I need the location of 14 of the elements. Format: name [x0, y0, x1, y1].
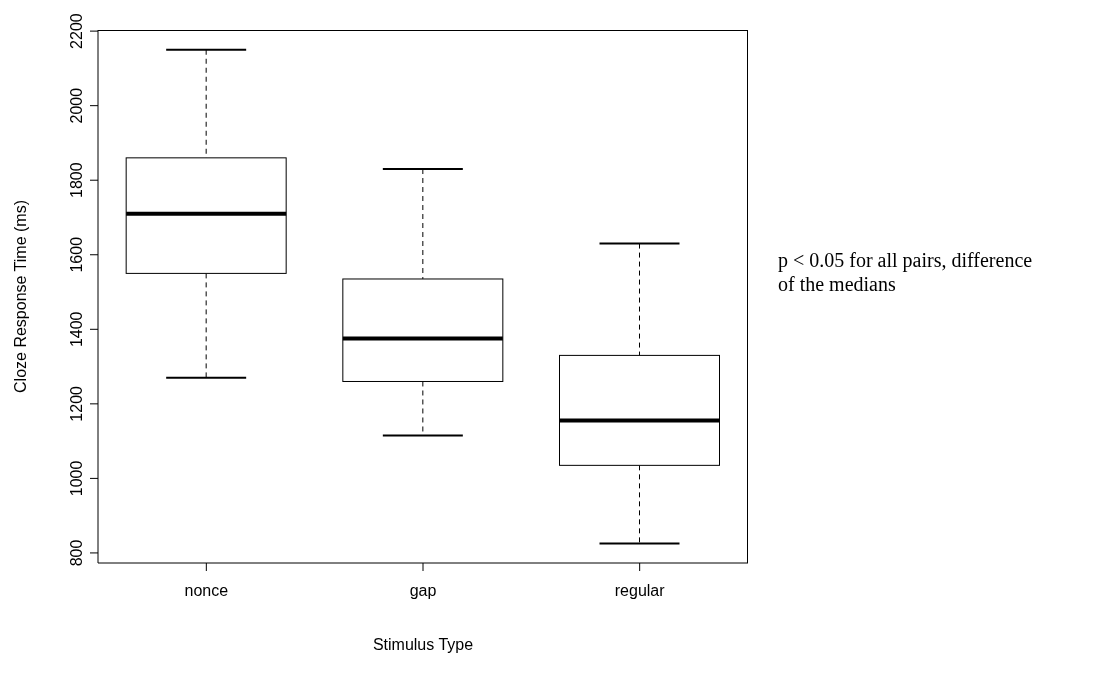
y-tick-label: 1200	[68, 385, 85, 422]
y-tick-label: 1400	[68, 311, 85, 348]
y-tick-label: 1000	[68, 460, 85, 497]
text: p < 0.05 for all pairs, difference of the medians	[778, 248, 1034, 296]
x-tick-label: nonce	[184, 582, 229, 600]
x-tick-label: regular	[614, 582, 666, 600]
y-tick-label: 2000	[68, 87, 85, 124]
y-tick-label: 1800	[68, 162, 85, 199]
y-tick-label: 1600	[68, 236, 85, 273]
x-tick-label: gap	[409, 582, 437, 600]
y-axis-title: Cloze Response Time (ms)	[11, 200, 29, 393]
y-tick-label: 2200	[68, 13, 85, 49]
x-axis-title: Stimulus Type	[372, 636, 474, 653]
y-tick-label: 800	[68, 539, 85, 567]
